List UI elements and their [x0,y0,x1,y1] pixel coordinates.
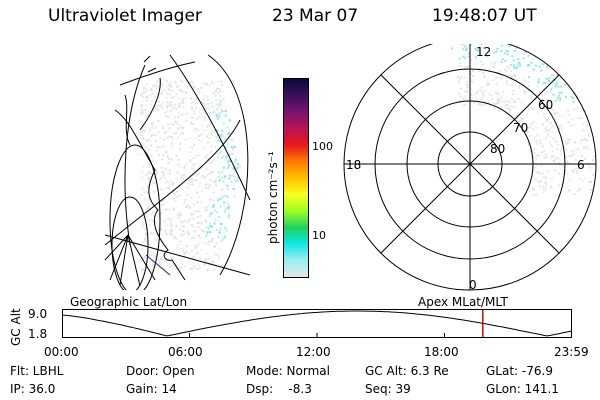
mlt-label-12: 12 [476,45,492,59]
status-seq: Seq: 39 [365,382,411,396]
mlat-label-70: 70 [513,121,529,135]
mlt-label-18: 18 [346,158,362,172]
coastline-outline [114,94,186,281]
geographic-image-panel [104,54,251,290]
status-flt: Flt: LBHL [10,364,64,378]
colorbar-tick-10: 10 [312,229,326,242]
polar-emission-speckle [450,44,596,196]
status-dsp: Dsp: -8.3 [246,382,312,396]
polar-grid [343,44,597,291]
status-gc-alt: GC Alt: 6.3 Re [365,364,449,378]
terminator-line [145,254,171,276]
status-glon: GLon: 141.1 [486,382,559,396]
status-gain: Gain: 14 [126,382,177,396]
uv-emission-speckle [140,80,241,272]
xtick-2359: 23:59 [554,345,589,359]
xtick-1200: 12:00 [296,345,331,359]
instrument-title: Ultraviolet Imager [48,6,202,26]
status-ip: IP: 36.0 [10,382,56,396]
mlt-label-0: 0 [469,278,477,292]
altitude-ytick-min: 1.8 [28,327,48,341]
geographic-grid [104,54,251,290]
colorbar [283,78,309,278]
status-mode: Mode: Normal [246,364,330,378]
geographic-label: Geographic Lat/Lon [70,295,188,309]
altitude-ylabel: GC Alt [9,308,23,346]
altitude-ytick-max: 9.0 [28,307,48,321]
mlt-label-6: 6 [577,158,585,172]
xtick-1800: 18:00 [424,345,459,359]
status-glat: GLat: -76.9 [486,364,553,378]
altitude-curve [62,310,572,337]
xtick-0600: 06:00 [168,345,203,359]
polar-mlat-mlt-plot [343,44,597,291]
colorbar-label: photon cm⁻²s⁻¹ [266,151,280,244]
mlat-label-80: 80 [490,142,506,156]
apex-label: Apex MLat/MLT [418,295,508,309]
altitude-plot [62,309,572,338]
time-label: 19:48:07 UT [432,6,537,26]
status-door: Door: Open [126,364,195,378]
date-label: 23 Mar 07 [272,6,359,26]
xtick-0000: 00:00 [44,345,79,359]
mlat-label-60: 60 [538,98,554,112]
colorbar-tick-100: 100 [312,140,333,153]
